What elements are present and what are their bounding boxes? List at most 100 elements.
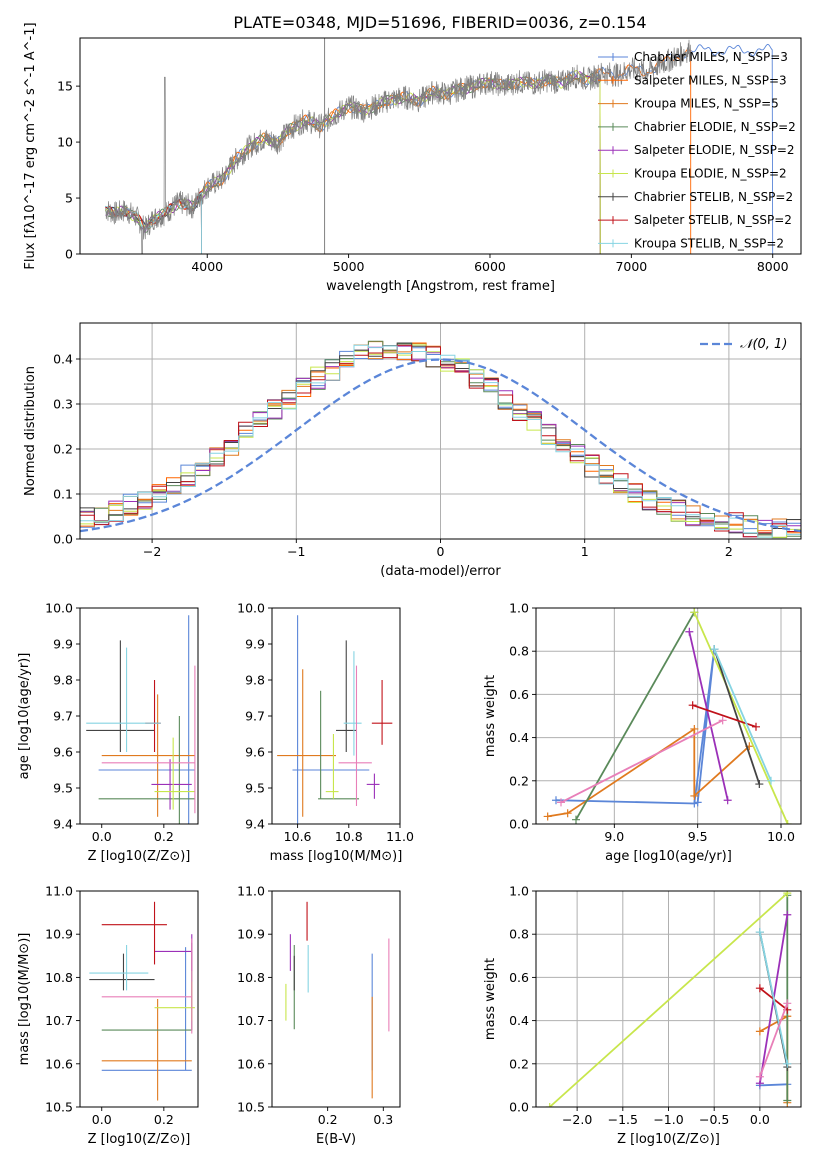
- weight-vs-age-axes: 9.0 9.5 10.0 0.0 0.2 0.4 0.6 0.8 1.0 age [log10(a…: [483, 601, 802, 864]
- age-vs-mass-axes: 10.6 10.8 11.0 9.4 9.5 9.6 9.7 9.8 9.9 10.0 mass […: [237, 601, 414, 865]
- weight-point-marker: [690, 791, 699, 800]
- y-tick-label: 11.0: [45, 884, 73, 899]
- weight-point-marker: [552, 796, 560, 805]
- y-tick-label: 0.1: [53, 487, 73, 502]
- y-tick-label: 10.9: [45, 927, 73, 942]
- y-axis-label: mass weight: [483, 675, 498, 757]
- spectrum-plot: [104, 38, 774, 254]
- y-tick-label: 9.9: [245, 637, 265, 652]
- x-tick-label: 0.2: [154, 1112, 174, 1127]
- x-tick-label: −2.0: [562, 1112, 592, 1127]
- y-tick-label: 0.8: [509, 644, 529, 659]
- weight-vs-Z-axes: −2.0 −1.5 −1.0 −0.5 0.0 0.0 0.2 0.4 0.6 0.8 1.0 Z […: [483, 884, 802, 1147]
- x-tick-label: 1: [581, 544, 589, 559]
- weight-point-marker: [783, 1059, 792, 1068]
- weight-point-marker: [693, 798, 702, 807]
- legend-label: Salpeter ELODIE, N_SSP=2: [634, 143, 795, 157]
- legend-label: Salpeter STELIB, N_SSP=2: [634, 213, 792, 227]
- legend-label: 𝒩(0, 1): [740, 337, 787, 352]
- weight-line: [693, 611, 789, 824]
- y-tick-label: 0.6: [509, 687, 529, 702]
- weight-point-marker: [752, 722, 760, 731]
- residual-histogram: [80, 344, 801, 538]
- weight-line: [713, 648, 761, 785]
- weight-vs-Z-plot: [545, 891, 792, 1107]
- legend-label: Chabrier ELODIE, N_SSP=2: [634, 120, 796, 134]
- weight-point-marker: [545, 1103, 554, 1107]
- weight-line: [759, 931, 789, 1064]
- x-tick-label: 2: [725, 544, 733, 559]
- weight-point-marker: [783, 820, 792, 824]
- y-tick-label: 10.7: [45, 1013, 73, 1028]
- mass-vs-Z-axes: 0.0 0.2 10.5 10.6 10.7 10.8 10.9 11.0 Z [log10(Z…: [17, 884, 199, 1147]
- y-tick-label: 9.5: [245, 781, 265, 796]
- y-axis-label: age [log10(age/yr)]: [17, 653, 32, 780]
- weight-point-marker: [690, 608, 699, 617]
- y-tick-label: 9.5: [53, 781, 73, 796]
- weight-point-marker: [755, 780, 764, 789]
- axes-frame: [79, 890, 199, 1108]
- x-tick-label: 8000: [757, 259, 789, 274]
- y-tick-label: 15: [57, 79, 73, 94]
- mass-vs-Z-plot: [89, 901, 195, 1101]
- residuals-axes: −2 −1 0 1 2 0.0 0.1 0.2 0.3 0.4 (data-model)/error…: [23, 322, 802, 579]
- y-tick-label: 0: [65, 247, 73, 262]
- weight-line: [688, 631, 729, 801]
- y-tick-label: 0.0: [509, 817, 529, 832]
- x-tick-label: −1: [287, 544, 305, 559]
- age-vs-mass-plot: [277, 615, 393, 824]
- legend-label: Salpeter MILES, N_SSP=3: [634, 73, 787, 87]
- y-tick-label: 9.6: [53, 745, 73, 760]
- y-tick-label: 10.8: [45, 970, 73, 985]
- weight-point-marker: [755, 928, 764, 937]
- x-tick-label: −1.5: [608, 1112, 638, 1127]
- y-axis-label: mass weight: [483, 958, 498, 1040]
- weight-point-marker: [755, 1027, 764, 1036]
- weight-line: [575, 611, 696, 821]
- weight-point-marker: [783, 891, 792, 898]
- x-tick-label: 0.2: [154, 829, 174, 844]
- legend-label: Kroupa MILES, N_SSP=5: [634, 97, 779, 111]
- weight-point-marker: [543, 812, 552, 821]
- weight-line: [713, 648, 772, 782]
- y-tick-label: 1.0: [509, 884, 529, 899]
- axes-frame: [79, 37, 802, 255]
- y-tick-label: 10: [57, 135, 73, 150]
- weight-point-marker: [767, 776, 775, 785]
- weight-line: [759, 1083, 788, 1087]
- x-tick-label: 5000: [333, 259, 365, 274]
- y-tick-label: 1.0: [509, 601, 529, 616]
- legend-label: Kroupa STELIB, N_SSP=2: [634, 236, 784, 250]
- y-tick-label: 9.8: [53, 673, 73, 688]
- x-axis-label: Z [log10(Z/Z⊙)]: [88, 1132, 191, 1147]
- y-tick-label: 0.2: [509, 773, 529, 788]
- y-tick-label: 9.7: [245, 709, 265, 724]
- observed-spectrum: [105, 39, 692, 254]
- y-axis-label: mass [log10(M/M⊙)]: [17, 933, 32, 1066]
- age-vs-Z-plot: [86, 615, 196, 824]
- weight-vs-age-plot: [543, 608, 792, 824]
- axes-frame: [535, 607, 802, 825]
- y-axis-label: Flux [fλ10^-17 erg cm^-2 s^-1 A^-1]: [23, 22, 38, 269]
- x-axis-label: Z [log10(Z/Z⊙)]: [617, 1132, 720, 1147]
- x-tick-label: 0.0: [92, 1112, 112, 1127]
- weight-point-marker: [685, 627, 694, 636]
- weight-point-marker: [783, 1096, 792, 1105]
- weight-point-marker: [563, 809, 572, 818]
- y-tick-label: 10.7: [237, 1013, 265, 1028]
- y-tick-label: 10.6: [45, 1056, 73, 1071]
- x-tick-label: 0.0: [750, 1112, 770, 1127]
- model-line: [105, 48, 692, 254]
- y-tick-label: 9.8: [245, 673, 265, 688]
- y-tick-label: 10.9: [237, 927, 265, 942]
- y-tick-label: 10.5: [45, 1100, 73, 1115]
- y-tick-label: 0.2: [509, 1056, 529, 1071]
- x-tick-label: 11.0: [386, 829, 414, 844]
- mass-vs-ebv-axes: 0.2 0.3 10.5 10.6 10.7 10.8 10.9 11.0 E(B-V): [237, 884, 401, 1147]
- y-tick-label: 10.0: [237, 601, 265, 616]
- figure-title: PLATE=0348, MJD=51696, FIBERID=0036, z=0…: [233, 13, 646, 32]
- axes-frame: [271, 607, 401, 825]
- weight-line: [560, 719, 724, 804]
- mass-vs-ebv-plot: [285, 901, 390, 1099]
